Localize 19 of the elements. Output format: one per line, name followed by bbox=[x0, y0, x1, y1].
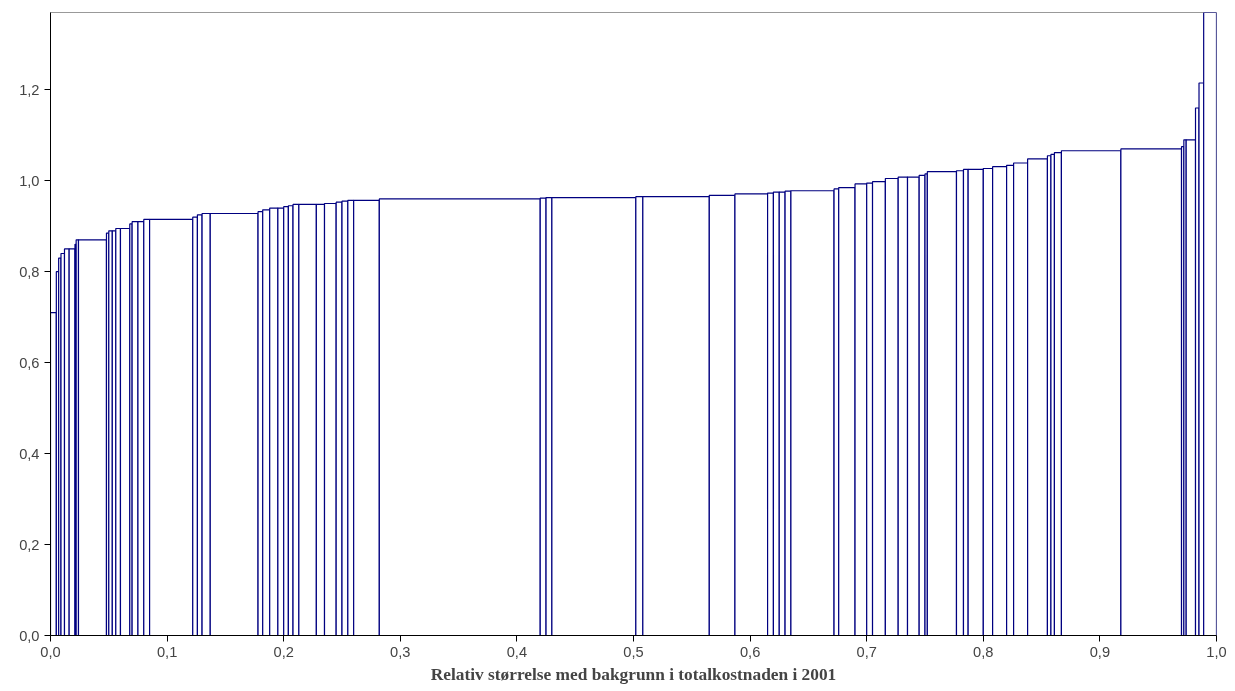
y-tick-label: 0,0 bbox=[19, 627, 40, 644]
y-tick-label: 0,2 bbox=[19, 536, 40, 553]
y-tick-label: 1,0 bbox=[19, 172, 40, 189]
y-tick-label: 0,8 bbox=[19, 263, 40, 280]
x-tick-label: 0,4 bbox=[506, 643, 528, 660]
x-tick-label: 0,8 bbox=[973, 643, 994, 660]
x-tick-label: 1,0 bbox=[1206, 643, 1227, 660]
x-tick-label: 0,7 bbox=[856, 643, 877, 660]
x-tick-label: 0,2 bbox=[273, 643, 294, 660]
x-tick-label: 0,9 bbox=[1089, 643, 1111, 660]
x-tick-label: 0,0 bbox=[40, 643, 61, 660]
x-tick-label: 0,6 bbox=[739, 643, 761, 660]
y-tick-label: 0,6 bbox=[19, 354, 40, 371]
x-tick-label: 0,1 bbox=[156, 643, 178, 660]
y-tick-label: 0,4 bbox=[19, 445, 40, 462]
y-tick-label: 1,2 bbox=[19, 81, 40, 98]
x-axis-title: Relativ størrelse med bakgrunn i totalkostnaden i 2001 bbox=[430, 664, 837, 684]
x-tick-label: 0,3 bbox=[390, 643, 411, 660]
x-tick-label: 0,5 bbox=[623, 643, 644, 660]
